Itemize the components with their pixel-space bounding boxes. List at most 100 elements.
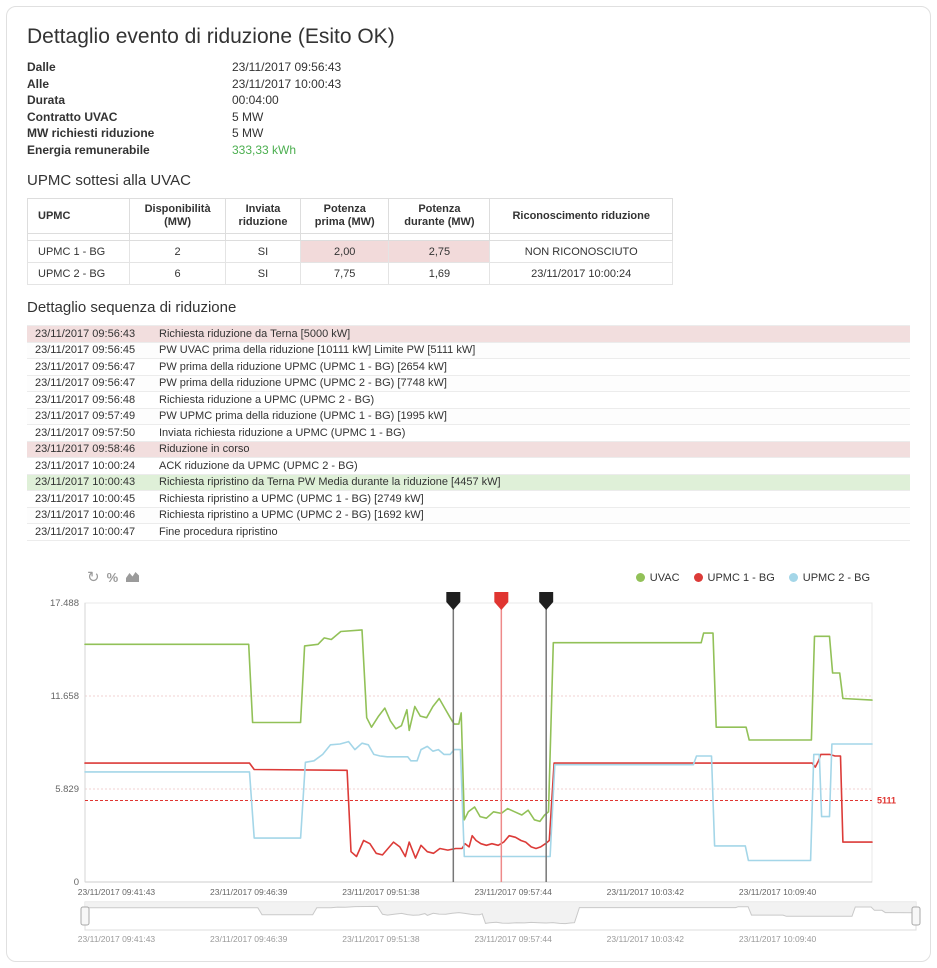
percent-icon[interactable]: % — [106, 570, 119, 585]
log-message: Riduzione in corso — [151, 441, 910, 458]
chart-block: ↻ % UVAC UPMC 1 - BG UPMC 2 - BG 0 5.829 11.… — [27, 567, 921, 945]
log-row: 23/11/2017 09:56:48 Richiesta riduzione a… — [27, 391, 910, 409]
event-detail-card: Dettaglio evento di riduzione (Esito OK)… — [6, 6, 931, 962]
log-timestamp: 23/11/2017 10:00:47 — [27, 523, 151, 541]
log-row: 23/11/2017 09:56:47 PW prima della riduzi… — [27, 375, 910, 392]
log-message: PW prima della riduzione UPMC (UPMC 1 - … — [151, 358, 910, 376]
sequence-table: 23/11/2017 09:56:43 Richiesta riduzione d… — [27, 325, 910, 541]
chart-navigator[interactable]: 23/11/2017 09:41:43 23/11/2017 09:46:39 23… — [27, 899, 921, 945]
svg-text:5.829: 5.829 — [55, 784, 79, 795]
log-row: 23/11/2017 10:00:45 Richiesta ripristino … — [27, 490, 910, 508]
legend-label: UVAC — [649, 571, 680, 584]
field-value: 23/11/2017 09:56:43 — [232, 60, 342, 74]
upmc-cell: 23/11/2017 10:00:24 — [489, 262, 673, 285]
upmc-column-header: Potenza prima (MW) — [300, 198, 390, 234]
log-row: 23/11/2017 10:00:43 Richiesta ripristino … — [27, 474, 910, 491]
log-message: Richiesta ripristino da Terna PW Media d… — [151, 474, 910, 491]
log-timestamp: 23/11/2017 09:56:43 — [27, 325, 151, 343]
upmc-column-header: Inviata riduzione — [224, 198, 302, 234]
log-row: 23/11/2017 10:00:24 ACK riduzione da UPMC… — [27, 457, 910, 475]
log-message: Fine procedura ripristino — [151, 523, 910, 541]
log-timestamp: 23/11/2017 09:56:45 — [27, 342, 151, 359]
spacer-cell — [300, 233, 390, 241]
field-value: 333,33 kWh — [232, 142, 297, 157]
log-timestamp: 23/11/2017 10:00:24 — [27, 457, 151, 475]
svg-text:11.658: 11.658 — [51, 691, 79, 702]
field-value: 5 MW — [232, 109, 264, 124]
log-timestamp: 23/11/2017 09:57:49 — [27, 408, 151, 425]
svg-text:23/11/2017 09:46:39: 23/11/2017 09:46:39 — [210, 887, 288, 897]
svg-text:23/11/2017 10:09:40: 23/11/2017 10:09:40 — [739, 887, 817, 897]
upmc-table: UPMC Disponibilità (MW) Inviata riduzione Pot… — [26, 198, 673, 285]
page-title: Dettaglio evento di riduzione (Esito OK) — [27, 25, 395, 48]
log-message: ACK riduzione da UPMC (UPMC 2 - BG) — [151, 457, 910, 475]
upmc-cell: 2,00 — [300, 240, 390, 263]
field-label: Alle — [27, 76, 50, 91]
svg-text:23/11/2017 09:57:44: 23/11/2017 09:57:44 — [474, 887, 552, 897]
svg-text:5111: 5111 — [877, 795, 896, 805]
upmc-spacer-row — [26, 233, 673, 241]
field-value: 23/11/2017 10:00:43 — [232, 76, 342, 91]
svg-text:23/11/2017 09:51:38: 23/11/2017 09:51:38 — [342, 887, 420, 897]
field-row: Alle 23/11/2017 10:00:43 — [27, 76, 910, 93]
sequence-section-title: Dettaglio sequenza di riduzione — [27, 299, 237, 316]
upmc-header-row: UPMC Disponibilità (MW) Inviata riduzione Pot… — [26, 198, 673, 234]
upmc-cell: SI — [224, 262, 302, 285]
upmc-section-title: UPMC sottesi alla UVAC — [27, 172, 191, 189]
field-label: Durata — [27, 93, 66, 107]
area-chart-icon[interactable] — [125, 570, 140, 586]
svg-text:23/11/2017 09:51:38: 23/11/2017 09:51:38 — [342, 934, 420, 944]
navigator-handle[interactable] — [80, 906, 90, 925]
field-value: 00:04:00 — [232, 93, 279, 107]
upmc-column-header: Potenza durante (MW) — [388, 198, 491, 234]
field-label: Dalle — [27, 60, 56, 74]
upmc-cell: 7,75 — [300, 262, 390, 285]
svg-text:23/11/2017 09:57:44: 23/11/2017 09:57:44 — [474, 934, 552, 944]
upmc-cell: UPMC 1 - BG — [26, 240, 131, 263]
log-message: Richiesta riduzione a UPMC (UPMC 2 - BG) — [151, 391, 910, 409]
field-row: MW richiesti riduzione 5 MW — [27, 125, 910, 142]
upmc-cell: UPMC 2 - BG — [26, 262, 131, 285]
log-message: PW UVAC prima della riduzione [10111 kW]… — [151, 342, 910, 359]
svg-text:0: 0 — [74, 877, 79, 888]
log-timestamp: 23/11/2017 10:00:43 — [27, 474, 151, 491]
main-chart[interactable]: 0 5.829 11.658 17.488 5111 23/11/2017 09:41:4… — [27, 591, 910, 899]
upmc-cell: SI — [224, 240, 302, 263]
log-row: 23/11/2017 10:00:47 Fine procedura ripris… — [27, 523, 910, 541]
log-message: Richiesta riduzione da Terna [5000 kW] — [151, 325, 910, 343]
log-message: Richiesta ripristino a UPMC (UPMC 1 - BG… — [151, 490, 910, 508]
upmc-cell: 2 — [129, 240, 226, 263]
field-label: MW richiesti riduzione — [27, 126, 155, 140]
legend-item-upmc-2-bg[interactable]: UPMC 2 - BG — [788, 572, 870, 584]
field-label: Contratto UVAC — [27, 109, 118, 124]
log-message: Inviata richiesta riduzione a UPMC (UPMC… — [151, 424, 910, 442]
field-row: Durata 00:04:00 — [27, 92, 910, 109]
legend-dot-icon — [788, 573, 798, 582]
svg-text:23/11/2017 10:03:42: 23/11/2017 10:03:42 — [607, 934, 685, 944]
spacer-cell — [388, 233, 491, 241]
field-label: Energia remunerabile — [27, 142, 150, 157]
log-timestamp: 23/11/2017 10:00:46 — [27, 507, 151, 524]
log-row: 23/11/2017 09:57:49 PW UPMC prima della r… — [27, 408, 910, 425]
field-row: Dalle 23/11/2017 09:56:43 — [27, 59, 910, 76]
svg-text:23/11/2017 09:41:43: 23/11/2017 09:41:43 — [78, 887, 156, 897]
svg-text:23/11/2017 10:03:42: 23/11/2017 10:03:42 — [607, 887, 685, 897]
table-row: UPMC 2 - BG 6 SI 7,75 1,69 23/11/2017 10:00:2… — [26, 262, 673, 285]
spacer-cell — [489, 233, 673, 241]
log-timestamp: 23/11/2017 09:56:48 — [27, 391, 151, 409]
upmc-cell: NON RICONOSCIUTO — [489, 240, 673, 263]
log-timestamp: 23/11/2017 09:56:47 — [27, 358, 151, 376]
upmc-column-header: Riconoscimento riduzione — [489, 198, 673, 234]
legend-item-upmc-1-bg[interactable]: UPMC 1 - BG — [693, 572, 775, 584]
navigator-handle[interactable] — [911, 906, 921, 925]
upmc-column-header: UPMC — [26, 198, 131, 234]
log-timestamp: 23/11/2017 10:00:45 — [27, 490, 151, 508]
legend-item-uvac[interactable]: UVAC — [635, 571, 680, 584]
log-timestamp: 23/11/2017 09:56:47 — [27, 375, 151, 392]
log-message: Richiesta ripristino a UPMC (UPMC 2 - BG… — [151, 507, 910, 524]
spacer-cell — [129, 233, 226, 241]
log-message: PW prima della riduzione UPMC (UPMC 2 - … — [151, 375, 910, 392]
log-row: 23/11/2017 09:56:47 PW prima della riduzi… — [27, 358, 910, 376]
refresh-icon[interactable]: ↻ — [87, 569, 100, 586]
chart-toolbar: ↻ % UVAC UPMC 1 - BG UPMC 2 - BG — [27, 567, 910, 591]
